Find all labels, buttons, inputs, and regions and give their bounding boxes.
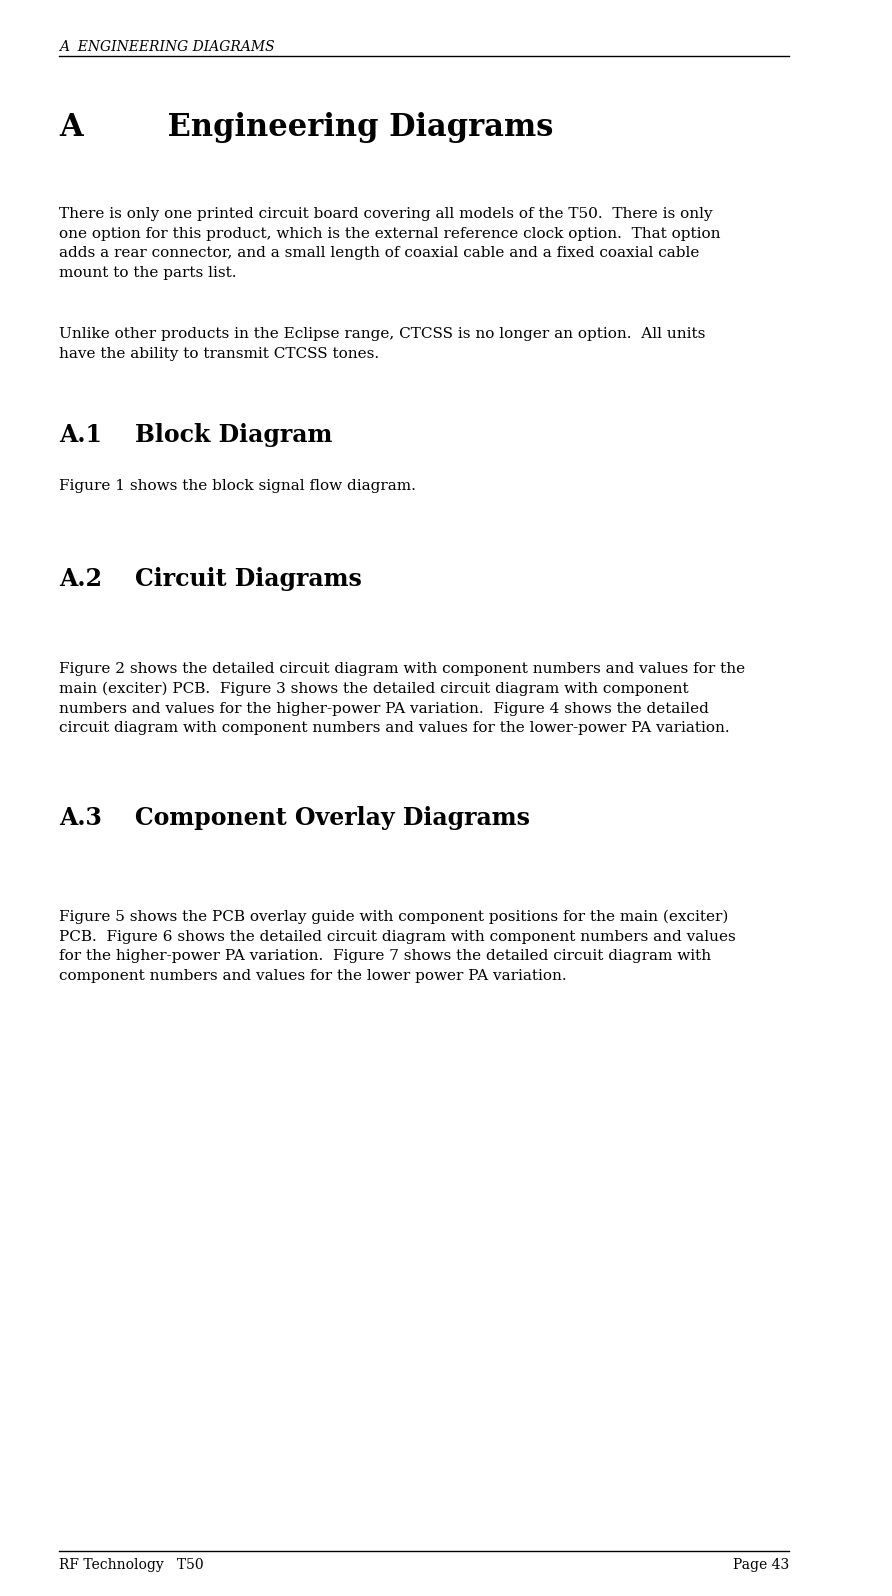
Text: Figure 1 shows the block signal flow diagram.: Figure 1 shows the block signal flow dia… bbox=[60, 479, 417, 493]
Text: A.3    Component Overlay Diagrams: A.3 Component Overlay Diagrams bbox=[60, 806, 531, 830]
Text: Figure 2 shows the detailed circuit diagram with component numbers and values fo: Figure 2 shows the detailed circuit diag… bbox=[60, 662, 746, 736]
Text: A        Engineering Diagrams: A Engineering Diagrams bbox=[60, 112, 554, 142]
Text: RF Technology   T50: RF Technology T50 bbox=[60, 1558, 204, 1572]
Text: A.2    Circuit Diagrams: A.2 Circuit Diagrams bbox=[60, 567, 362, 591]
Text: A.1    Block Diagram: A.1 Block Diagram bbox=[60, 423, 333, 447]
Text: Unlike other products in the Eclipse range, CTCSS is no longer an option.  All u: Unlike other products in the Eclipse ran… bbox=[60, 327, 706, 361]
Text: There is only one printed circuit board covering all models of the T50.  There i: There is only one printed circuit board … bbox=[60, 207, 721, 279]
Text: Page 43: Page 43 bbox=[733, 1558, 789, 1572]
Text: Figure 5 shows the PCB overlay guide with component positions for the main (exci: Figure 5 shows the PCB overlay guide wit… bbox=[60, 910, 736, 983]
Text: A  ENGINEERING DIAGRAMS: A ENGINEERING DIAGRAMS bbox=[60, 40, 275, 54]
